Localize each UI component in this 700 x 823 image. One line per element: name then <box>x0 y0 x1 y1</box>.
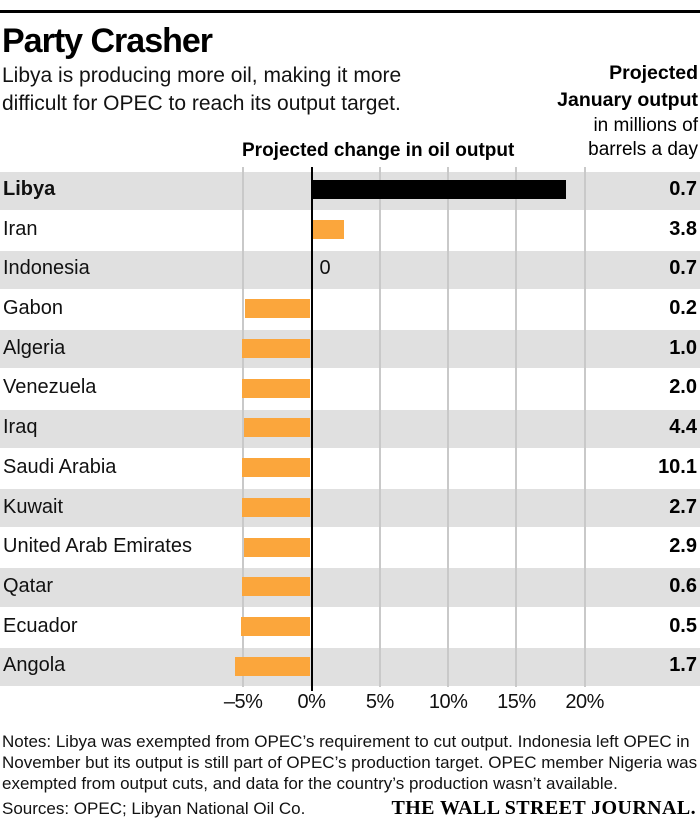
row-output-value: 0.7 <box>669 178 697 200</box>
bar-chart: Libya 0.7 Iran 3.8 Indonesia 0 0.7 Gabon 0.2 Alge… <box>0 167 700 713</box>
bar <box>243 418 311 438</box>
bar <box>235 656 311 676</box>
bar <box>242 497 311 517</box>
bar <box>242 378 311 398</box>
row-stripe <box>0 330 700 369</box>
row-stripe <box>0 568 700 607</box>
row-output-value: 4.4 <box>669 416 697 439</box>
row-country-label: Iraq <box>3 416 38 439</box>
row-output-value: 0.6 <box>669 574 697 597</box>
bar <box>313 220 345 240</box>
bar <box>242 339 311 359</box>
row-output-value: 1.7 <box>669 654 697 677</box>
row-output-value: 2.0 <box>669 376 697 399</box>
x-axis-tick-label: 20% <box>565 691 604 713</box>
bar-highlight <box>313 180 566 200</box>
gridline <box>515 167 518 687</box>
row-country-label: United Arab Emirates <box>3 535 192 558</box>
row-stripe <box>0 647 700 686</box>
row-country-label: Libya <box>3 178 56 200</box>
row-output-value: 0.5 <box>669 614 697 637</box>
row-country-label: Kuwait <box>3 495 64 518</box>
gridline <box>583 167 586 687</box>
row-output-value: 1.0 <box>669 336 697 359</box>
right-head-line-3: in millions of <box>593 115 698 136</box>
row-country-label: Qatar <box>3 574 54 597</box>
row-country-label: Venezuela <box>3 376 97 399</box>
row-country-label: Indonesia <box>3 257 90 280</box>
x-axis-tick-label: –5% <box>223 691 263 713</box>
row-output-value: 2.9 <box>669 535 697 558</box>
gridline <box>447 167 450 687</box>
x-axis-tick-label: 15% <box>497 691 536 713</box>
row-country-label: Saudi Arabia <box>3 455 117 478</box>
notes-line-2: November but its output is still part of… <box>2 753 698 772</box>
row-output-value: 0.2 <box>669 297 697 320</box>
right-head-line-4: barrels a day <box>588 139 698 160</box>
row-country-label: Angola <box>3 654 66 677</box>
bar <box>242 458 311 478</box>
right-head-line-1: Projected <box>609 62 698 84</box>
gridline <box>378 167 381 687</box>
bar <box>240 616 311 636</box>
notes-line-1: Notes: Libya was exempted from OPEC’s re… <box>2 732 690 751</box>
top-rule <box>0 10 700 13</box>
bar <box>242 577 311 597</box>
row-country-label: Algeria <box>3 336 66 359</box>
wsj-wordmark: THE WALL STREET JOURNAL. <box>391 797 696 819</box>
row-country-label: Gabon <box>3 297 64 320</box>
zero-baseline <box>310 167 313 691</box>
row-stripe <box>0 489 700 528</box>
chart-subtitle: Libya is producing more oil, making it m… <box>2 62 401 118</box>
secondary-column-header: Projected January output in millions of … <box>557 60 698 162</box>
right-head-line-2: January output <box>557 89 698 111</box>
subtitle-line-1: Libya is producing more oil, making it m… <box>2 64 402 87</box>
row-stripe <box>0 250 700 290</box>
bar <box>243 537 311 557</box>
chart-column-header: Projected change in oil output <box>242 140 515 161</box>
row-output-value: 0.7 <box>669 257 697 280</box>
row-output-value: 3.8 <box>669 217 697 240</box>
row-country-label: Iran <box>3 217 38 240</box>
row-output-value: 2.7 <box>669 495 697 518</box>
chart-sources: Sources: OPEC; Libyan National Oil Co. <box>2 799 306 818</box>
row-stripe <box>0 409 700 448</box>
row-country-label: Ecuador <box>3 614 78 637</box>
notes-line-3: exempted from output cuts, and data for … <box>2 774 618 793</box>
page-title: Party Crasher <box>2 22 213 60</box>
bar <box>244 299 311 319</box>
subtitle-line-2: difficult for OPEC to reach its output t… <box>2 92 401 115</box>
x-axis-tick-label: 10% <box>428 691 468 713</box>
x-axis-tick-label: 5% <box>365 691 394 713</box>
row-output-value: 10.1 <box>658 455 697 478</box>
zero-value-label: 0 <box>319 257 331 280</box>
chart-notes: Notes: Libya was exempted from OPEC’s re… <box>2 731 697 794</box>
gridline <box>242 167 245 687</box>
x-axis-tick-label: 0% <box>297 691 326 713</box>
